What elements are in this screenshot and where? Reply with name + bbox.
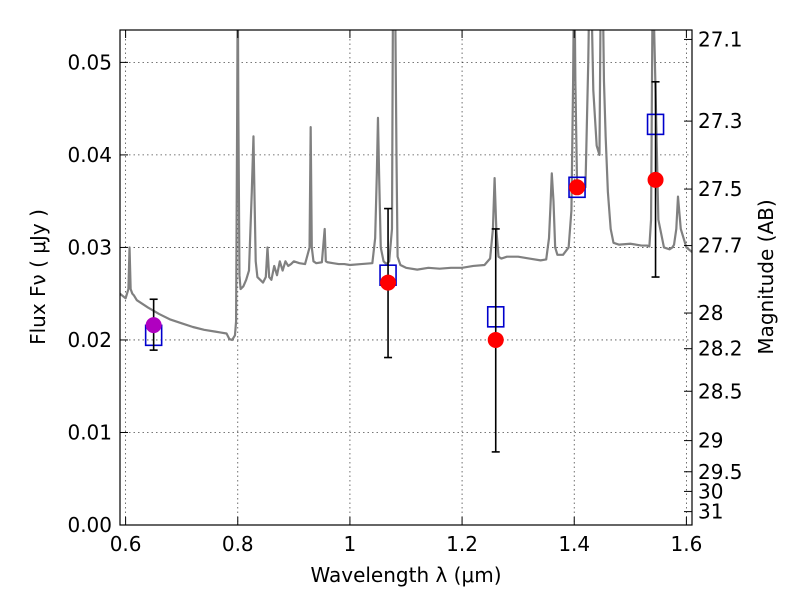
y-axis-right-label: Magnitude (AB)	[754, 199, 778, 354]
observed-point-marker	[647, 171, 664, 188]
y-tick-label: 0.02	[67, 328, 112, 352]
y-tick-label: 0.00	[67, 513, 112, 537]
x-tick-label: 0.6	[110, 532, 142, 556]
y-tick-label: 0.04	[67, 143, 112, 167]
observed-point-marker	[380, 274, 397, 291]
observed-point-marker	[569, 179, 586, 196]
template-spectrum-line	[120, 30, 692, 342]
x-tick-label: 1.6	[670, 532, 702, 556]
mag-tick-label: 28.2	[698, 337, 743, 361]
x-axis-label: Wavelength λ (μm)	[310, 563, 501, 587]
spectrum-layer	[120, 30, 692, 342]
points-layer	[144, 81, 665, 453]
y-tick-label: 0.01	[67, 420, 112, 444]
mag-tick-label: 30	[698, 479, 723, 503]
x-tick-label: 1.4	[558, 532, 590, 556]
plot-frame	[119, 29, 693, 526]
mag-tick-label: 29	[698, 429, 723, 453]
mag-tick-label: 27.7	[698, 234, 743, 258]
x-tick-label: 0.8	[222, 532, 254, 556]
x-tick-label: 1	[344, 532, 357, 556]
grid-layer	[120, 30, 692, 525]
x-tick-label: 1.2	[446, 532, 478, 556]
mag-tick-label: 27.3	[698, 109, 743, 133]
mag-tick-label: 31	[698, 500, 723, 524]
y-tick-label: 0.05	[67, 50, 112, 74]
y-axis-label: Flux Fν ( μJy )	[26, 209, 50, 345]
mag-tick-label: 27.5	[698, 177, 743, 201]
axes-layer: 0.6 0.8 1 1.2 1.4 1.6 0.00 0.01 0.02 0.03 0.04 0.05…	[67, 27, 742, 556]
mag-tick-label: 28	[698, 301, 723, 325]
mag-tick-label: 28.5	[698, 379, 743, 403]
y-tick-label: 0.03	[67, 235, 112, 259]
observed-point-marker	[487, 331, 504, 348]
optical-point-marker	[145, 317, 162, 334]
mag-tick-label: 27.1	[698, 27, 743, 51]
mag-tick-label: 29.5	[698, 460, 743, 484]
